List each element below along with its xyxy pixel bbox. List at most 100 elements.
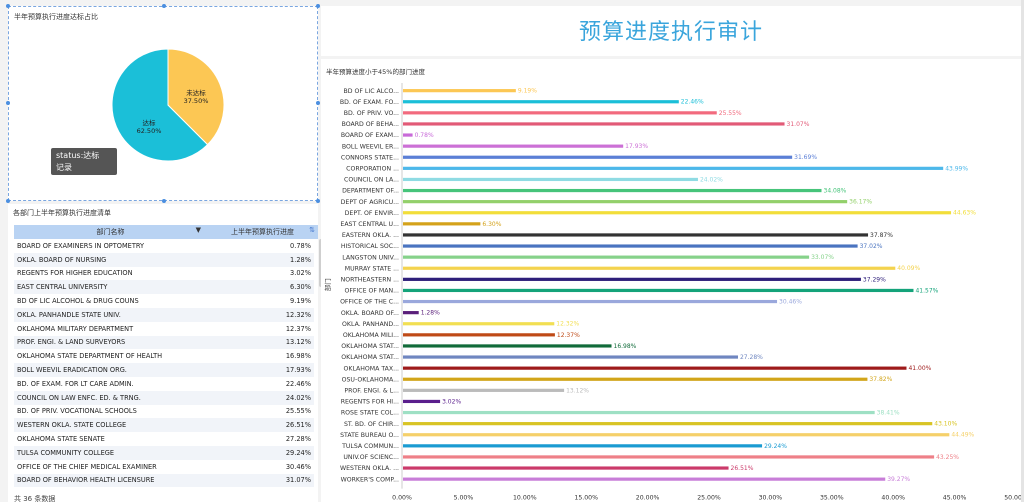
- table-row[interactable]: BOARD OF BEHAVIOR HEALTH LICENSURE 31.07%: [14, 473, 314, 488]
- bar[interactable]: [403, 311, 419, 315]
- bar-value-label: 12.32%: [556, 321, 579, 328]
- cell-department-name: OKLA. PANHANDLE STATE UNIV.: [17, 310, 121, 319]
- table-row[interactable]: OKLAHOMA STATE DEPARTMENT OF HEALTH 16.98…: [14, 349, 314, 363]
- bar-value-label: 39.27%: [887, 476, 910, 483]
- y-tick-label: REGENTS FOR HI...: [341, 399, 399, 406]
- bar[interactable]: [403, 111, 717, 115]
- table-row[interactable]: BD. OF EXAM. FOR LT CARE ADMIN. 22.46%: [14, 377, 314, 391]
- pie-slice-pass[interactable]: [111, 48, 209, 162]
- bar-value-label: 40.09%: [897, 265, 920, 272]
- table-row[interactable]: PROF. ENGI. & LAND SURVEYORS 13.12%: [14, 335, 314, 350]
- table-row[interactable]: TULSA COMMUNITY COLLEGE 29.24%: [14, 446, 314, 460]
- y-tick-label: ST. BD. OF CHIR...: [344, 421, 399, 428]
- cell-progress-value: 17.93%: [285, 366, 311, 375]
- y-tick-label: BOLL WEEVIL ER...: [342, 143, 399, 150]
- resize-handle[interactable]: [6, 101, 10, 105]
- table-row[interactable]: BOLL WEEVIL ERADICATION ORG. 17.93%: [14, 363, 314, 377]
- bar[interactable]: [403, 444, 763, 448]
- bar[interactable]: [403, 100, 679, 104]
- bar[interactable]: [403, 155, 793, 159]
- bar[interactable]: [403, 355, 738, 359]
- bar[interactable]: [403, 133, 413, 137]
- table-row[interactable]: OKLAHOMA MILITARY DEPARTMENT 12.37%: [14, 322, 314, 336]
- bar[interactable]: [403, 333, 555, 337]
- table-row[interactable]: EAST CENTRAL UNIVERSITY 6.30%: [14, 280, 314, 295]
- bar[interactable]: [403, 177, 698, 182]
- cell-progress-value: 24.02%: [285, 393, 311, 402]
- column-header-progress[interactable]: 上半年预算执行进度 ⇅: [207, 226, 318, 237]
- bar-value-label: 37.82%: [869, 376, 892, 383]
- resize-handle[interactable]: [6, 199, 10, 203]
- resize-handle[interactable]: [6, 4, 10, 8]
- bar-value-label: 33.07%: [811, 254, 834, 261]
- pie-chart-card[interactable]: 半年预算执行进度达标占比 达标 62.50% 未达标 37.50% status…: [6, 4, 320, 203]
- y-tick-label: DEPT. OF ENVIR...: [345, 210, 399, 217]
- bar[interactable]: [403, 299, 778, 304]
- table-row[interactable]: REGENTS FOR HIGHER EDUCATION 3.02%: [14, 267, 314, 281]
- x-tick-label: 10.00%: [513, 495, 537, 502]
- bar-value-label: 16.98%: [614, 343, 637, 350]
- bar[interactable]: [403, 222, 481, 226]
- bar[interactable]: [403, 410, 875, 415]
- bar[interactable]: [403, 322, 555, 326]
- tooltip-status: status:达标: [56, 151, 100, 160]
- resize-handle[interactable]: [316, 199, 320, 203]
- bar[interactable]: [403, 200, 848, 204]
- bar[interactable]: [403, 122, 785, 126]
- sort-caret-icon[interactable]: ▼: [195, 226, 201, 234]
- table-row[interactable]: COUNCIL ON LAW ENFC. ED. & TRNG. 24.02%: [14, 390, 314, 405]
- bar[interactable]: [403, 433, 950, 437]
- table-card-title: 各部门上半年预算执行进度清单: [13, 209, 111, 217]
- bar[interactable]: [403, 266, 896, 270]
- bar[interactable]: [403, 366, 907, 370]
- bar[interactable]: [403, 388, 565, 392]
- y-tick-label: CONNORS STATE...: [341, 154, 399, 161]
- bar[interactable]: [403, 399, 441, 404]
- bar-value-label: 12.37%: [557, 332, 580, 339]
- bar-value-label: 25.55%: [719, 110, 742, 117]
- resize-handle[interactable]: [316, 4, 320, 8]
- cell-progress-value: 3.02%: [290, 269, 311, 278]
- cell-department-name: BOLL WEEVIL ERADICATION ORG.: [17, 366, 127, 375]
- y-tick-label: PROF. ENGI. & L...: [344, 387, 399, 394]
- resize-handle[interactable]: [316, 101, 320, 105]
- table-row[interactable]: OKLA. PANHANDLE STATE UNIV. 12.32%: [14, 308, 314, 322]
- bar-value-label: 29.24%: [764, 443, 787, 450]
- table-row[interactable]: OKLA. BOARD OF NURSING 1.28%: [14, 252, 314, 267]
- bar[interactable]: [403, 255, 810, 259]
- cell-department-name: BOARD OF EXAMINERS IN OPTOMETRY: [17, 241, 145, 250]
- table-row[interactable]: BOARD OF EXAMINERS IN OPTOMETRY 0.78%: [14, 239, 314, 253]
- bar[interactable]: [403, 377, 868, 381]
- sort-ascending-icon[interactable]: ⇅: [309, 226, 315, 234]
- x-tick-label: 35.00%: [820, 495, 844, 502]
- bar[interactable]: [403, 211, 952, 215]
- bar-value-label: 37.87%: [870, 232, 893, 239]
- bar[interactable]: [403, 166, 944, 170]
- column-header-department[interactable]: 部门名称 ▼: [14, 226, 207, 237]
- resize-handle[interactable]: [162, 199, 166, 203]
- table-row[interactable]: BD. OF PRIV. VOCATIONAL SCHOOLS 25.55%: [14, 405, 314, 419]
- bar[interactable]: [403, 288, 914, 293]
- bar[interactable]: [403, 188, 822, 193]
- bar[interactable]: [403, 477, 886, 481]
- y-tick-label: MURRAY STATE ...: [345, 265, 399, 272]
- bar[interactable]: [403, 89, 516, 93]
- cell-progress-value: 22.46%: [285, 379, 311, 388]
- bar[interactable]: [403, 244, 858, 248]
- y-tick-label: NORTHEASTERN ...: [341, 276, 399, 283]
- table-row[interactable]: OKLAHOMA STATE SENATE 27.28%: [14, 432, 314, 446]
- x-tick-label: 25.00%: [697, 495, 721, 502]
- bar[interactable]: [403, 277, 861, 281]
- bar[interactable]: [403, 422, 933, 426]
- bar[interactable]: [403, 455, 935, 459]
- table-row[interactable]: OFFICE OF THE CHIEF MEDICAL EXAMINER 30.4…: [14, 460, 314, 474]
- table-row[interactable]: WESTERN OKLA. STATE COLLEGE 26.51%: [14, 418, 314, 433]
- cell-department-name: OKLAHOMA STATE DEPARTMENT OF HEALTH: [17, 352, 163, 361]
- bar[interactable]: [403, 344, 612, 348]
- bar[interactable]: [403, 233, 869, 237]
- bar[interactable]: [403, 144, 624, 148]
- bar[interactable]: [403, 466, 729, 470]
- table-row[interactable]: BD OF LIC ALCOHOL & DRUG COUNS 9.19%: [14, 294, 314, 308]
- pie-slice-fail[interactable]: [167, 48, 225, 146]
- resize-handle[interactable]: [162, 4, 166, 8]
